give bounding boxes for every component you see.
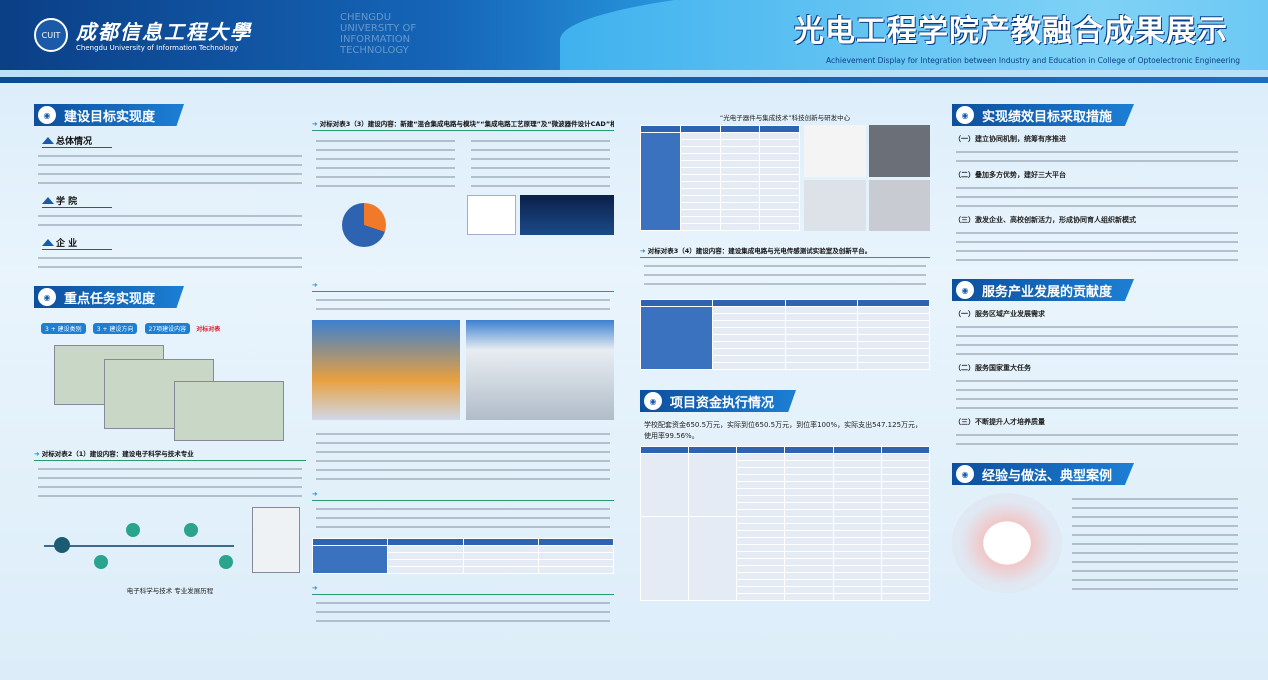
milestone-icon bbox=[126, 523, 140, 537]
poster-subtitle: Achievement Display for Integration betw… bbox=[826, 56, 1240, 65]
subheading: 总体情况 bbox=[42, 134, 112, 148]
subheading bbox=[312, 584, 614, 595]
paragraph bbox=[956, 323, 1238, 359]
university-logo: CUIT bbox=[34, 18, 68, 52]
item-heading: （一）服务区域产业发展需求 bbox=[954, 310, 1045, 318]
column-2: 对标对表3（3）建设内容：新建“混合集成电路与模块”“集成电路工艺原理”及“微波… bbox=[311, 112, 615, 630]
item-heading: （二）服务国家重大任务 bbox=[954, 364, 1031, 372]
badge: 27项建设内容 bbox=[144, 323, 191, 334]
section-title: 经验与做法、典型案例 bbox=[982, 468, 1113, 484]
item-heading: （一）建立协同机制，统筹有序推进 bbox=[954, 135, 1066, 143]
section-heading: ◉ 经验与做法、典型案例 bbox=[952, 463, 1135, 485]
section-heading: ◉ 实现绩效目标采取措施 bbox=[952, 104, 1135, 126]
poster-header: CUIT 成都信息工程大學 Chengdu University of Info… bbox=[0, 0, 1268, 70]
section-heading: ◉ 重点任务实现度 bbox=[34, 286, 184, 308]
university-name-cn: 成都信息工程大學 bbox=[76, 20, 252, 44]
header-wave bbox=[560, 0, 1268, 70]
section-heading: ◉ 建设目标实现度 bbox=[34, 104, 184, 126]
emblem-icon: ◉ bbox=[956, 465, 974, 483]
emblem-icon: ◉ bbox=[956, 106, 974, 124]
column-1: ◉ 建设目标实现度 总体情况 学 院 企 业 ◉ 重点任务实现度 3 + 建设类别 … bbox=[34, 104, 306, 595]
photo bbox=[868, 179, 930, 231]
milestone-icon bbox=[219, 555, 233, 569]
emblem-icon: ◉ bbox=[38, 288, 56, 306]
paragraph bbox=[316, 137, 455, 191]
funds-summary: 学校配套资金650.5万元，实际到位650.5万元，到位率100%，实际支出54… bbox=[644, 421, 923, 440]
paragraph bbox=[316, 505, 610, 532]
paragraph bbox=[956, 148, 1238, 166]
item-heading: （三）激发企业、高校创新活力，形成协同育人组织新模式 bbox=[954, 216, 1136, 224]
emblem-icon: ◉ bbox=[644, 392, 662, 410]
timeline bbox=[34, 505, 306, 585]
paragraph bbox=[316, 296, 610, 314]
subheading: 学 院 bbox=[42, 194, 112, 208]
paragraph bbox=[1072, 495, 1238, 595]
paragraph bbox=[38, 465, 302, 501]
course-image bbox=[467, 195, 516, 235]
certificate-image bbox=[252, 507, 300, 573]
section-title: 建设目标实现度 bbox=[64, 109, 156, 125]
milestone-icon bbox=[54, 537, 70, 553]
watermark: CHENGDU UNIVERSITY OF INFORMATION TECHNO… bbox=[340, 12, 417, 56]
university-name-en: Chengdu University of Information Techno… bbox=[76, 44, 239, 52]
poster-title: 光电工程学院产教融合成果展示 bbox=[794, 14, 1228, 49]
table-title: “光电子器件与集成技术”科技创新与研发中心 bbox=[719, 114, 851, 122]
subheading: 对标对表3（3）建设内容：新建“混合集成电路与模块”“集成电路工艺原理”及“微波… bbox=[312, 118, 614, 131]
emblem-icon: ◉ bbox=[38, 106, 56, 124]
paragraph bbox=[316, 430, 610, 484]
paragraph bbox=[38, 212, 302, 230]
paragraph bbox=[956, 229, 1238, 265]
paragraph bbox=[956, 431, 1238, 449]
funds-table bbox=[639, 446, 931, 601]
caption: 电子科学与技术 专业发展历程 bbox=[126, 587, 214, 595]
highlight-text: 对标对表 bbox=[196, 326, 221, 333]
emblem-icon: ◉ bbox=[956, 281, 974, 299]
section-title: 服务产业发展的贡献度 bbox=[982, 284, 1113, 300]
photo bbox=[868, 125, 930, 177]
section-title: 实现绩效目标采取措施 bbox=[982, 109, 1113, 125]
photo bbox=[466, 320, 614, 420]
platform-table bbox=[639, 299, 931, 370]
milestone-icon bbox=[184, 523, 198, 537]
table bbox=[311, 538, 615, 574]
photo bbox=[804, 125, 866, 177]
paragraph bbox=[644, 262, 926, 289]
timeline-line bbox=[44, 545, 234, 547]
section-heading: ◉ 服务产业发展的贡献度 bbox=[952, 279, 1135, 301]
photo bbox=[804, 179, 866, 231]
paragraph bbox=[38, 152, 302, 188]
photo bbox=[312, 320, 460, 420]
case-diagram bbox=[952, 493, 1062, 593]
subheading bbox=[312, 490, 614, 501]
item-heading: （三）不断提升人才培养质量 bbox=[954, 418, 1045, 426]
document-images bbox=[34, 337, 306, 442]
column-3: “光电子器件与集成技术”科技创新与研发中心 对标对表3（4）建设内容：建设集成电… bbox=[639, 112, 931, 601]
badge: 3 + 建设类别 bbox=[41, 323, 86, 334]
subheading: 对标对表2（1）建设内容：建设电子科学与技术专业 bbox=[34, 448, 306, 461]
divider bbox=[0, 77, 1268, 83]
milestone-icon bbox=[94, 555, 108, 569]
paragraph bbox=[956, 377, 1238, 413]
equipment-photos bbox=[804, 125, 930, 231]
divider bbox=[0, 70, 1268, 77]
item-heading: （二）叠加多方优势，建好三大平台 bbox=[954, 171, 1066, 179]
column-4: ◉ 实现绩效目标采取措施 （一）建立协同机制，统筹有序推进 （二）叠加多方优势，建… bbox=[952, 104, 1242, 599]
equipment-table bbox=[640, 125, 800, 231]
document-image bbox=[174, 381, 284, 441]
section-title: 项目资金执行情况 bbox=[670, 395, 775, 411]
section-heading: ◉ 项目资金执行情况 bbox=[640, 390, 797, 412]
diagram bbox=[312, 195, 459, 255]
subheading: 企 业 bbox=[42, 236, 112, 250]
subheading bbox=[312, 281, 614, 292]
paragraph bbox=[38, 254, 302, 272]
paragraph bbox=[471, 137, 610, 191]
pie-graphic bbox=[342, 203, 386, 247]
section-title: 重点任务实现度 bbox=[64, 291, 156, 307]
paragraph bbox=[316, 599, 610, 626]
paragraph bbox=[956, 184, 1238, 211]
badge: 3 + 建设方向 bbox=[92, 323, 138, 334]
badge-row: 3 + 建设类别 3 + 建设方向 27项建设内容 对标对表 bbox=[40, 316, 300, 335]
subheading: 对标对表3（4）建设内容：建设集成电路与光电传感测试实验室及创新平台。 bbox=[640, 245, 930, 258]
course-image bbox=[520, 195, 614, 235]
